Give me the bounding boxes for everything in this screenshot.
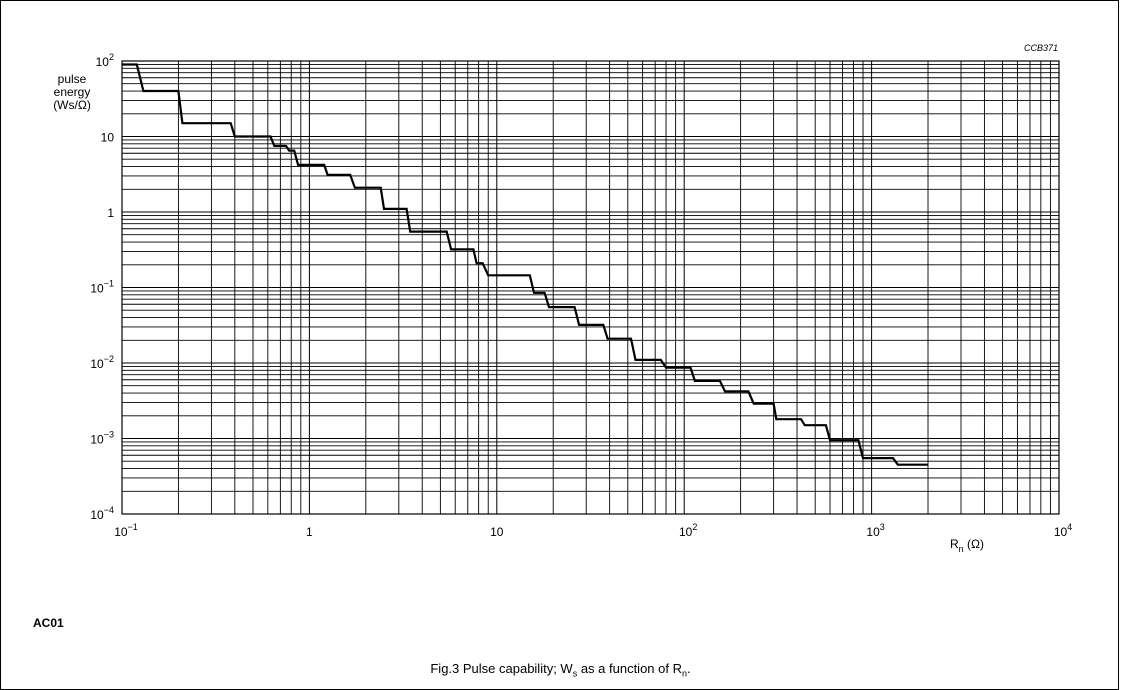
series-line-0 — [122, 63, 928, 466]
x-tick-label: 104 — [1054, 522, 1072, 539]
chart-axes — [121, 60, 1060, 515]
chart-series — [122, 63, 928, 466]
x-tick-label: 10 — [490, 525, 504, 539]
y-tick-label: 10−3 — [90, 430, 114, 447]
x-tick-label: 10−1 — [114, 522, 138, 539]
y-tick-label: 1 — [107, 206, 114, 220]
x-tick-label: 102 — [679, 522, 697, 539]
x-tick-label: 1 — [306, 525, 313, 539]
y-tick-label: 10−4 — [90, 505, 114, 522]
y-tick-label: 10−1 — [90, 279, 114, 296]
section-label: AC01 — [33, 616, 64, 630]
y-tick-label: 10 — [101, 131, 115, 145]
figure-code-label: CCB371 — [1024, 43, 1058, 53]
y-axis-label-line: (Ws/Ω) — [53, 98, 91, 112]
caption-prefix: Fig.3 Pulse capability; W — [430, 661, 573, 676]
chart-grid — [122, 61, 1059, 514]
caption-middle: as a function of R — [577, 661, 682, 676]
x-axis-label: Rn (Ω) — [950, 537, 984, 554]
plot-border — [121, 60, 1060, 515]
chart-labels: 10−1 1 10 102 103 104 102 10 1 10−1 10−2 10−3 10−4 pu… — [53, 43, 1072, 554]
y-axis-label-line: pulse — [58, 72, 87, 86]
y-tick-label: 10−2 — [90, 354, 114, 371]
figure-caption: Fig.3 Pulse capability; Ws as a function… — [0, 661, 1121, 679]
x-tick-label: 103 — [866, 522, 884, 539]
y-tick-label: 102 — [96, 52, 114, 69]
caption-suffix: . — [687, 661, 691, 676]
pulse-capability-chart: 10−1 1 10 102 103 104 102 10 1 10−1 10−2 10−3 10−4 pu… — [53, 43, 1072, 554]
y-axis-label-line: energy — [54, 85, 91, 99]
